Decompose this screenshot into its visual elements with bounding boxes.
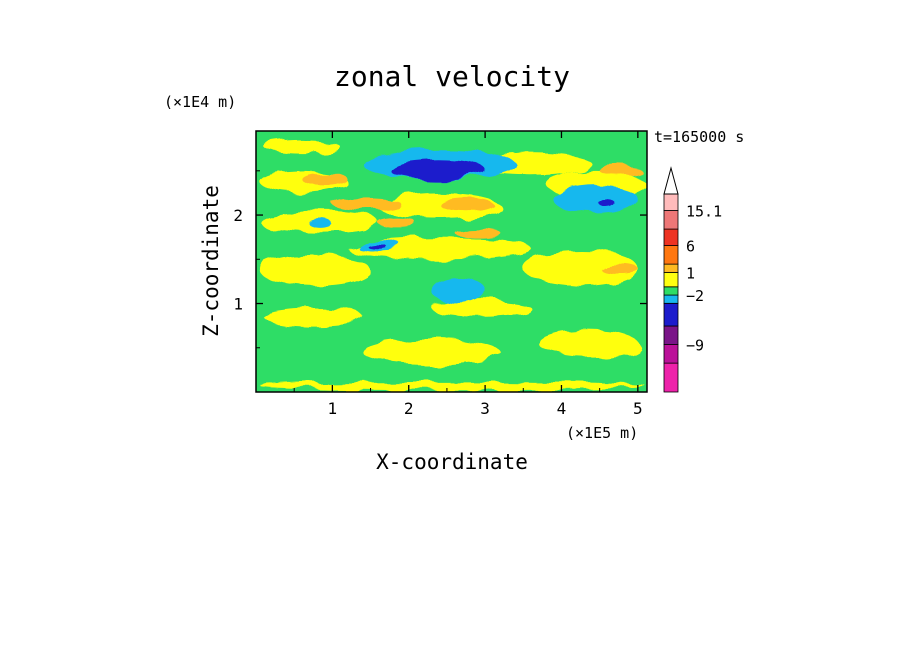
x-tick-label: 2 — [404, 399, 414, 418]
x-tick-label: 1 — [328, 399, 338, 418]
x-tick-label: 3 — [480, 399, 490, 418]
colorbar-level — [663, 325, 679, 345]
contour-region-yellow — [263, 307, 363, 326]
contour-regions — [259, 139, 646, 391]
contour-region-yellow — [523, 250, 638, 286]
colorbar-level — [663, 210, 679, 230]
x-axis: 1 2 3 4 5 — [293, 131, 643, 418]
contour-region-yellow — [259, 381, 646, 391]
plot-area — [255, 130, 648, 393]
y-unit-label: (×1E4 m) — [164, 93, 236, 111]
y-axis-label: Z-coordinate — [199, 185, 223, 337]
plot-frame — [255, 130, 648, 393]
contour-region-cyan — [431, 276, 486, 304]
contour-region-orange-light — [599, 166, 642, 176]
y-tick-label: 1 — [233, 295, 243, 314]
y-tick-label: 2 — [233, 206, 243, 225]
colorbar-level — [663, 245, 679, 265]
contour-region-cyan — [309, 219, 333, 229]
x-tick-label: 5 — [633, 399, 643, 418]
contour-region-blue — [389, 159, 486, 180]
contour-region-yellow — [431, 299, 531, 317]
colorbar-level — [663, 286, 679, 296]
colorbar-level — [663, 228, 679, 246]
colorbar-level — [663, 193, 679, 211]
x-unit-label: (×1E5 m) — [566, 424, 638, 442]
y-axis: 12 — [233, 170, 647, 349]
contour-region-blue — [366, 243, 386, 248]
contour-region-orange-light — [439, 197, 493, 211]
contour-region-orange-light — [378, 218, 417, 228]
contour-region-orange-light — [332, 197, 402, 211]
time-label: t=165000 s — [654, 128, 744, 146]
x-tick-label: 4 — [557, 399, 567, 418]
colorbar-label: −9 — [686, 337, 704, 355]
colorbar-level — [663, 362, 679, 393]
colorbar-level — [663, 302, 679, 327]
colorbar-level — [663, 344, 679, 364]
chart-title: zonal velocity — [334, 60, 570, 93]
colorbar-level — [663, 263, 679, 273]
contour-region-cyan — [553, 184, 638, 216]
contour-region-orange-light — [599, 263, 638, 273]
contour-region-yellow — [263, 139, 341, 154]
contour-region-yellow — [538, 330, 638, 357]
colorbar-label: 1 — [686, 264, 695, 282]
colorbar-level — [663, 271, 679, 288]
colorbar-label: 15.1 — [686, 203, 722, 221]
contour-region-blue — [599, 199, 615, 208]
contour-region-yellow — [259, 254, 371, 286]
contour-region-orange-light — [454, 228, 501, 238]
colorbar-level — [663, 294, 679, 304]
colorbar: 15.1 6 1 −2 −9 — [663, 166, 722, 393]
x-axis-label: X-coordinate — [376, 450, 528, 474]
colorbar-top-arrow — [663, 166, 679, 195]
contour-region-yellow — [362, 338, 501, 366]
colorbar-label: −2 — [686, 287, 704, 305]
contour-region-orange-light — [301, 172, 348, 186]
colorbar-label: 6 — [686, 238, 695, 256]
